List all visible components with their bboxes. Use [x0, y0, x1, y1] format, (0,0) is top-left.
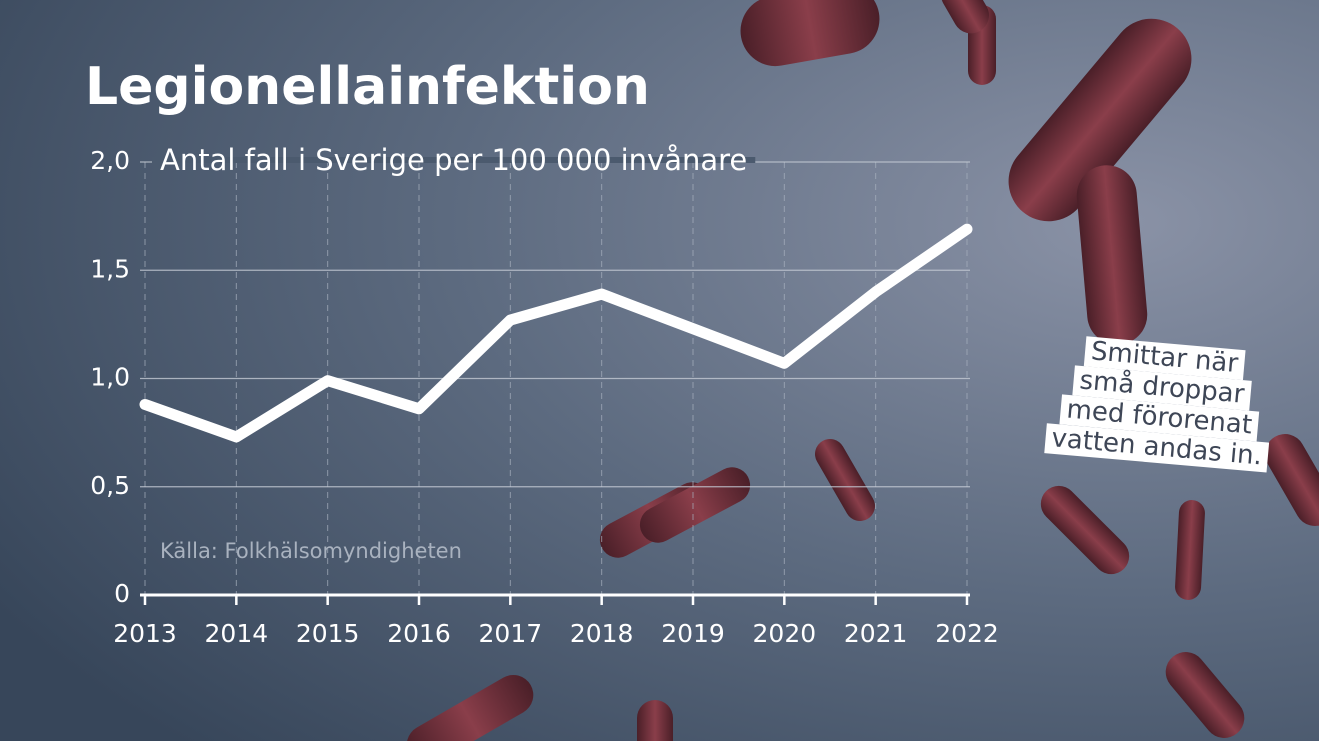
plot-area: 2013 2014 2015 2016 2017 2018 2019 2020 2021 2022… [90, 143, 999, 648]
subtitle-backdrop [152, 157, 756, 163]
annotation-backdrop [1083, 336, 1246, 381]
y-tick-label: 0 [114, 579, 130, 608]
annotation-backdrop [1072, 365, 1252, 411]
x-tick-label: 2013 [113, 619, 177, 648]
x-tick-label: 2016 [387, 619, 451, 648]
y-tick-label: 1,0 [90, 363, 130, 392]
source: Källa: Folkhälsomyndigheten [160, 539, 462, 563]
x-tick-label: 2022 [935, 619, 999, 648]
x-tick-label: 2021 [844, 619, 908, 648]
x-tick-label: 2018 [570, 619, 634, 648]
annotation-backdrop [1044, 423, 1270, 473]
subtitle: Antal fall i Sverige per 100 000 invånar… [160, 143, 747, 177]
data-line [139, 223, 973, 443]
y-tick-label: 2,0 [90, 146, 130, 175]
annotation-backdrop [1059, 394, 1260, 442]
x-tick-label: 2015 [296, 619, 360, 648]
x-tick-label: 2017 [479, 619, 543, 648]
x-tick-label: 2014 [205, 619, 269, 648]
bacteria-decoration [406, 0, 1319, 741]
y-tick-label: 0,5 [90, 471, 130, 500]
chart-title: Legionellainfektion [85, 57, 650, 117]
y-tick-label: 1,5 [90, 254, 130, 283]
x-tick-label: 2019 [661, 619, 725, 648]
x-tick-label: 2020 [753, 619, 817, 648]
